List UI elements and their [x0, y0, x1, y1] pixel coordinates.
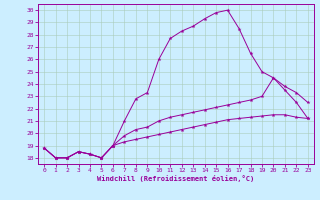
- X-axis label: Windchill (Refroidissement éolien,°C): Windchill (Refroidissement éolien,°C): [97, 175, 255, 182]
